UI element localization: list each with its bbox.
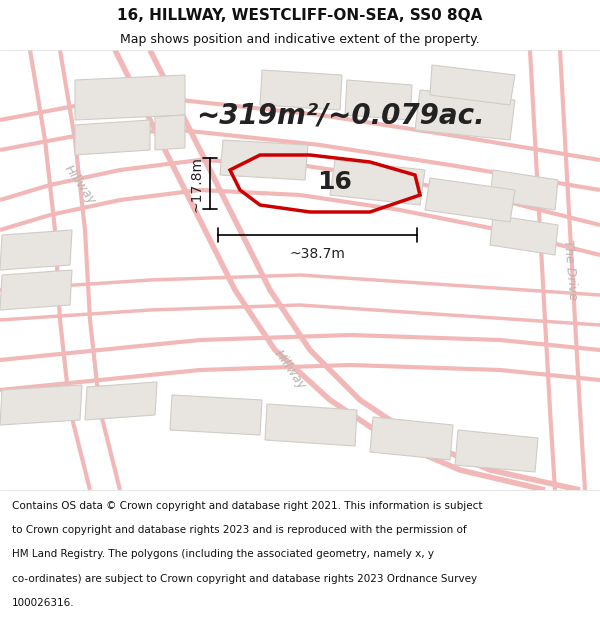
Polygon shape xyxy=(220,140,308,180)
Polygon shape xyxy=(345,80,412,120)
Text: ~17.8m: ~17.8m xyxy=(190,156,204,211)
Text: Contains OS data © Crown copyright and database right 2021. This information is : Contains OS data © Crown copyright and d… xyxy=(12,501,482,511)
Text: to Crown copyright and database rights 2023 and is reproduced with the permissio: to Crown copyright and database rights 2… xyxy=(12,525,467,535)
Polygon shape xyxy=(0,230,72,270)
Polygon shape xyxy=(75,75,185,120)
Polygon shape xyxy=(0,270,72,310)
Text: 16: 16 xyxy=(317,170,352,194)
Text: HM Land Registry. The polygons (including the associated geometry, namely x, y: HM Land Registry. The polygons (includin… xyxy=(12,549,434,559)
Polygon shape xyxy=(155,115,185,150)
Text: 100026316.: 100026316. xyxy=(12,598,74,608)
Text: ~319m²/~0.079ac.: ~319m²/~0.079ac. xyxy=(196,101,484,129)
Text: Hillway: Hillway xyxy=(272,348,308,392)
Polygon shape xyxy=(85,382,157,420)
Polygon shape xyxy=(490,170,558,210)
Polygon shape xyxy=(430,65,515,105)
Polygon shape xyxy=(0,385,82,425)
Polygon shape xyxy=(370,417,453,460)
Text: 16, HILLWAY, WESTCLIFF-ON-SEA, SS0 8QA: 16, HILLWAY, WESTCLIFF-ON-SEA, SS0 8QA xyxy=(118,8,482,22)
Polygon shape xyxy=(260,70,342,110)
Text: Hillway: Hillway xyxy=(62,162,98,208)
Polygon shape xyxy=(455,430,538,472)
Polygon shape xyxy=(75,120,150,155)
Text: ~38.7m: ~38.7m xyxy=(290,247,346,261)
Text: Map shows position and indicative extent of the property.: Map shows position and indicative extent… xyxy=(120,32,480,46)
Text: The Drive: The Drive xyxy=(561,239,579,301)
Polygon shape xyxy=(330,160,425,205)
Text: co-ordinates) are subject to Crown copyright and database rights 2023 Ordnance S: co-ordinates) are subject to Crown copyr… xyxy=(12,574,477,584)
Polygon shape xyxy=(415,90,515,140)
Polygon shape xyxy=(425,178,515,222)
Polygon shape xyxy=(490,215,558,255)
Polygon shape xyxy=(265,404,357,446)
Polygon shape xyxy=(170,395,262,435)
